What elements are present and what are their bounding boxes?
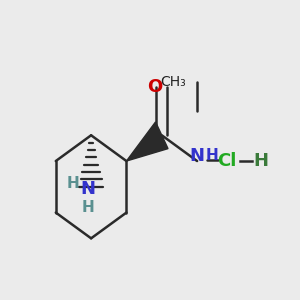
Text: H: H [82,200,94,214]
Text: O: O [147,78,162,96]
Text: H: H [67,176,80,190]
Text: Cl: Cl [217,152,236,170]
Text: N: N [190,146,205,164]
Text: H: H [206,148,218,163]
Text: N: N [81,180,96,198]
Polygon shape [126,122,168,161]
Text: H: H [253,152,268,170]
Text: CH₃: CH₃ [161,75,186,89]
